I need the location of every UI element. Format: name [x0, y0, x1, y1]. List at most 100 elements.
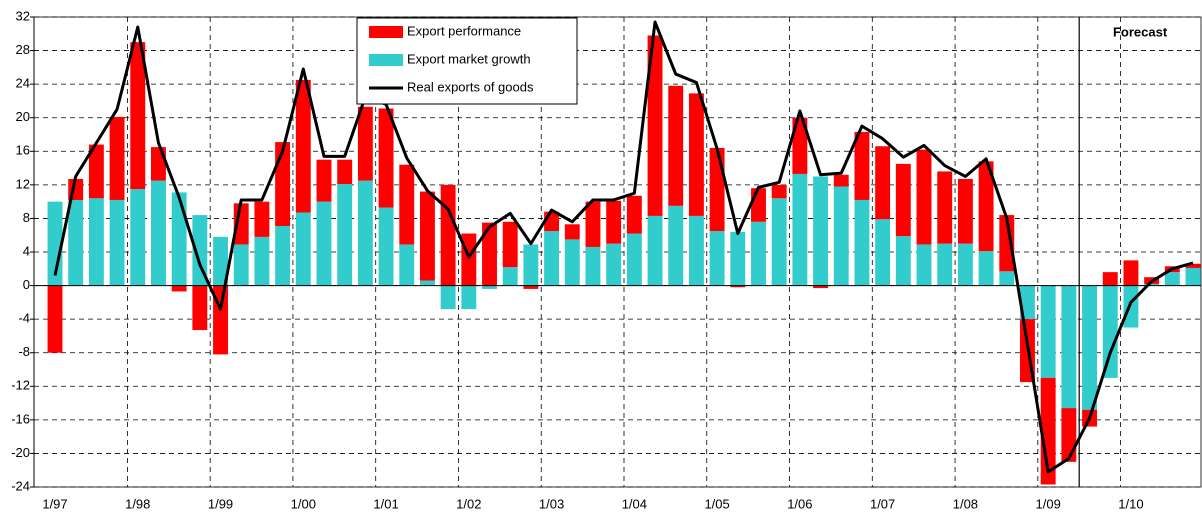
y-tick-label: 20 [16, 109, 30, 124]
bar [937, 171, 953, 244]
bar [109, 199, 125, 286]
bar [668, 205, 684, 286]
y-tick-label: -12 [11, 378, 30, 393]
bar [399, 164, 415, 245]
x-tick-label: 1/97 [42, 496, 67, 511]
bar [564, 224, 580, 240]
bar [585, 201, 601, 247]
bar [1040, 285, 1056, 378]
legend-swatch [369, 26, 403, 38]
legend-label: Export performance [407, 23, 521, 38]
bar [771, 198, 787, 286]
y-tick-label: 24 [16, 76, 30, 91]
bar [275, 225, 291, 286]
y-tick-label: 32 [16, 8, 30, 23]
bar [833, 174, 849, 187]
bar [688, 93, 704, 216]
y-tick-label: -4 [18, 311, 30, 326]
bar [502, 221, 518, 268]
bar [978, 251, 994, 286]
bar [647, 35, 663, 216]
bar [957, 243, 973, 286]
bar [1123, 285, 1139, 328]
bar [419, 191, 435, 281]
bar [502, 267, 518, 286]
bar [937, 243, 953, 286]
y-tick-label: -16 [11, 411, 30, 426]
bar [130, 42, 146, 190]
bar [1102, 285, 1118, 378]
bar [482, 285, 497, 289]
bar [813, 285, 829, 289]
bar [378, 207, 394, 286]
y-tick-label: 16 [16, 143, 30, 158]
x-tick-label: 1/99 [208, 496, 233, 511]
bar [419, 280, 435, 286]
x-tick-label: 1/00 [291, 496, 316, 511]
bar [171, 285, 187, 292]
y-tick-label: 12 [16, 176, 30, 191]
y-tick-label: 8 [23, 210, 30, 225]
bar [999, 215, 1015, 272]
bar [151, 180, 166, 286]
bar [88, 144, 104, 199]
bar [626, 195, 642, 234]
bar [1185, 263, 1201, 268]
bar [564, 239, 580, 286]
legend-label: Real exports of goods [407, 79, 534, 94]
bar [440, 184, 456, 286]
x-tick-label: 1/09 [1036, 496, 1061, 511]
bar [751, 188, 766, 222]
y-tick-label: 0 [23, 277, 30, 292]
x-tick-label: 1/02 [456, 496, 481, 511]
bar [254, 201, 270, 237]
bar [854, 131, 870, 200]
x-tick-label: 1/04 [622, 496, 647, 511]
x-tick-label: 1/06 [787, 496, 812, 511]
bar [440, 285, 456, 310]
bar [626, 233, 642, 286]
bar [585, 246, 601, 286]
bar [709, 231, 725, 286]
bar [730, 285, 746, 288]
x-tick-label: 1/98 [125, 496, 150, 511]
bar [316, 159, 332, 202]
bar [916, 149, 932, 245]
bar [213, 236, 228, 286]
bar [730, 231, 746, 286]
bar [523, 244, 539, 286]
bar [875, 146, 891, 220]
bar [47, 285, 63, 353]
y-tick-label: -24 [11, 478, 30, 493]
y-tick-label: 4 [23, 243, 30, 258]
bar [337, 184, 353, 286]
bar [688, 215, 704, 286]
bar [978, 161, 994, 252]
bar [357, 106, 373, 181]
plot-frame [33, 16, 1202, 488]
x-tick-label: 1/08 [953, 496, 978, 511]
bar [399, 244, 415, 286]
y-tick-label: 28 [16, 42, 30, 57]
bar [295, 79, 311, 213]
x-tick-label: 1/01 [373, 496, 398, 511]
bar [875, 219, 891, 286]
bar [1061, 408, 1077, 462]
bar [171, 192, 187, 286]
bar [1020, 285, 1035, 320]
bar [792, 173, 808, 286]
y-tick-label: -8 [18, 344, 30, 359]
bar [357, 180, 373, 286]
bar [999, 271, 1015, 286]
bar [957, 178, 973, 244]
bar [295, 212, 311, 286]
bar [606, 200, 622, 244]
legend-label: Export market growth [407, 51, 531, 66]
bar [68, 199, 84, 286]
bar [1185, 267, 1201, 286]
bar [813, 176, 829, 286]
bar [771, 184, 787, 199]
bar [895, 236, 911, 286]
bar [1082, 285, 1097, 410]
y-tick-label: -20 [11, 445, 30, 460]
